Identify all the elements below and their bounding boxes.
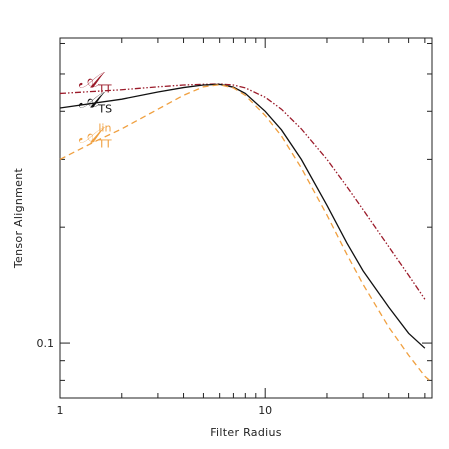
series-label-subscript: TT (97, 82, 112, 95)
series-label-superscript: lin (98, 122, 111, 135)
series-lines (59, 83, 433, 383)
series-line (59, 83, 426, 349)
x-tick-label: 1 (57, 404, 64, 417)
series-line (59, 84, 433, 383)
tick-labels: 1 10 0.1 (37, 337, 273, 417)
series-label-subscript: TS (97, 102, 112, 115)
series-label-subscript: TT (97, 138, 112, 151)
y-tick-label: 0.1 (37, 337, 55, 350)
x-axis-title: Filter Radius (210, 426, 282, 439)
x-tick-label: 10 (258, 404, 272, 417)
y-axis-title: Tensor Alignment (12, 168, 25, 270)
series-label: 𝒜 TS (78, 88, 112, 115)
axis-ticks (59, 38, 432, 398)
series-line (59, 83, 426, 300)
plot-frame (59, 37, 433, 399)
